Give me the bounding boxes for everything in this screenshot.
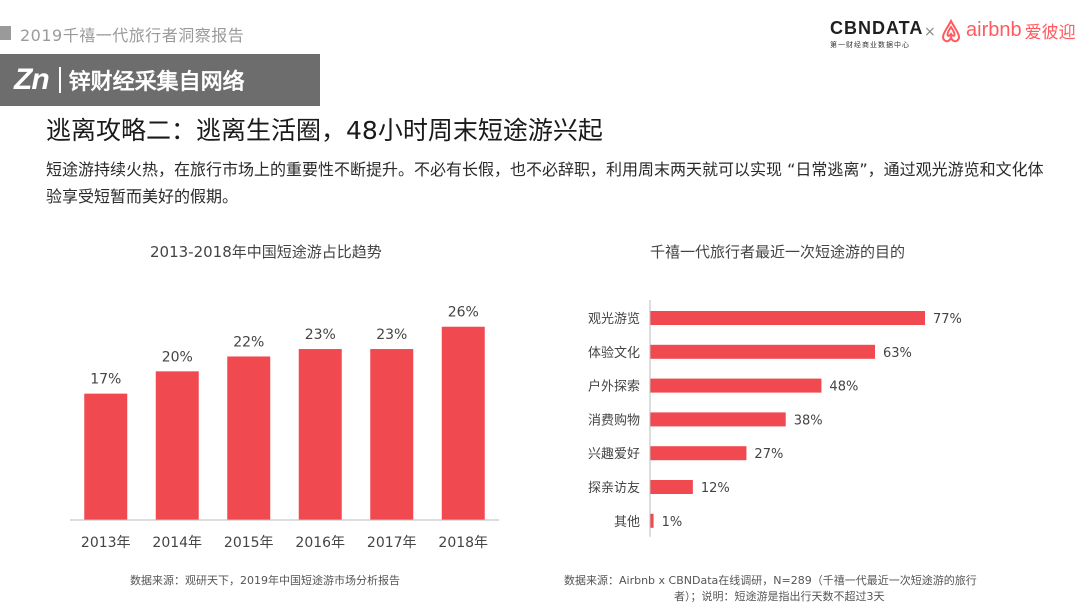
left-chart-title: 2013-2018年中国短途游占比趋势 <box>150 243 382 261</box>
x-tick-label-4: 2016年 <box>295 535 345 551</box>
hbar-category-label-3: 户外探索 <box>588 379 640 395</box>
cbndata-logo-text: CBNDATA <box>830 18 924 38</box>
hbar-category-label-7: 其他 <box>614 515 640 530</box>
hbar-3 <box>650 378 822 393</box>
hbar-5 <box>650 446 747 461</box>
x-tick-label-3: 2015年 <box>224 535 274 551</box>
bar-value-label-3: 22% <box>233 334 264 350</box>
bar-2 <box>155 371 199 520</box>
bar-value-label-2: 20% <box>162 349 193 365</box>
airbnb-logo-cn: 爱彼迎 <box>1024 23 1076 43</box>
hbar-category-label-6: 探亲访友 <box>588 480 640 496</box>
x-tick-label-1: 2013年 <box>81 535 131 551</box>
airbnb-logo-text: airbnb <box>966 19 1022 41</box>
watermark-text: 锌财经采集自网络 <box>68 70 245 95</box>
hbar-category-label-4: 消费购物 <box>588 412 640 428</box>
hbar-value-label-6: 12% <box>701 481 730 496</box>
page-description: 短途游持续火热，在旅行市场上的重要性不断提升。不必有长假，也不必辞职，利用周末两… <box>46 160 1044 206</box>
bar-value-label-5: 23% <box>376 327 407 343</box>
hbar-value-label-5: 27% <box>754 447 783 462</box>
bar-6 <box>441 326 485 520</box>
watermark-divider <box>58 67 61 93</box>
bar-3 <box>227 356 271 520</box>
hbar-value-label-1: 77% <box>933 312 962 327</box>
cbndata-logo: CBNDATA 第一财经商业数据中心 <box>830 18 923 50</box>
hbar-1 <box>650 311 925 325</box>
hbar-value-label-4: 38% <box>794 413 823 428</box>
right-chart-title: 千禧一代旅行者最近一次短途游的目的 <box>650 243 906 261</box>
x-tick-label-6: 2018年 <box>438 535 488 551</box>
left-chart-source: 数据来源：观研天下，2019年中国短途游市场分析报告 <box>130 574 400 587</box>
watermark-banner: Zn 锌财经采集自网络 <box>0 54 320 106</box>
hbar-category-label-2: 体验文化 <box>588 345 640 361</box>
hbar-category-label-5: 兴趣爱好 <box>588 447 640 462</box>
airbnb-belo-icon <box>941 18 961 42</box>
report-title: 2019千禧一代旅行者洞察报告 <box>20 26 245 45</box>
hbar-6 <box>650 480 693 494</box>
hbar-7 <box>650 513 654 528</box>
hbar-value-label-2: 63% <box>883 346 912 361</box>
right-chart-source-line2: 者）；说明：短途游是指出行天数不超过3天 <box>674 590 885 603</box>
bar-5 <box>370 349 414 520</box>
x-tick-label-5: 2017年 <box>367 535 417 551</box>
hbar-category-label-1: 观光游览 <box>588 311 640 327</box>
airbnb-logo: airbnb 爱彼迎 <box>940 18 1076 43</box>
hbar-value-label-7: 1% <box>662 515 683 530</box>
bar-value-label-4: 23% <box>305 327 336 343</box>
hbar-2 <box>650 344 875 359</box>
cbndata-logo-subtitle: 第一财经商业数据中心 <box>830 41 910 49</box>
x-tick-label-2: 2014年 <box>152 535 202 551</box>
bar-4 <box>298 349 342 520</box>
hbar-value-label-3: 48% <box>829 380 858 395</box>
page-headline: 逃离攻略二：逃离生活圈，48小时周末短途游兴起 <box>46 116 603 145</box>
right-chart-source-line1: 数据来源：Airbnb x CBNData在线调研，N=289（千禧一代最近一次… <box>564 574 977 587</box>
header-accent-block <box>0 26 11 40</box>
bar-1 <box>84 393 128 520</box>
logo-separator: × <box>924 24 936 40</box>
bar-value-label-1: 17% <box>90 372 121 388</box>
hbar-4 <box>650 412 786 427</box>
bar-value-label-6: 26% <box>448 305 479 321</box>
watermark-brand: Zn <box>14 63 50 96</box>
